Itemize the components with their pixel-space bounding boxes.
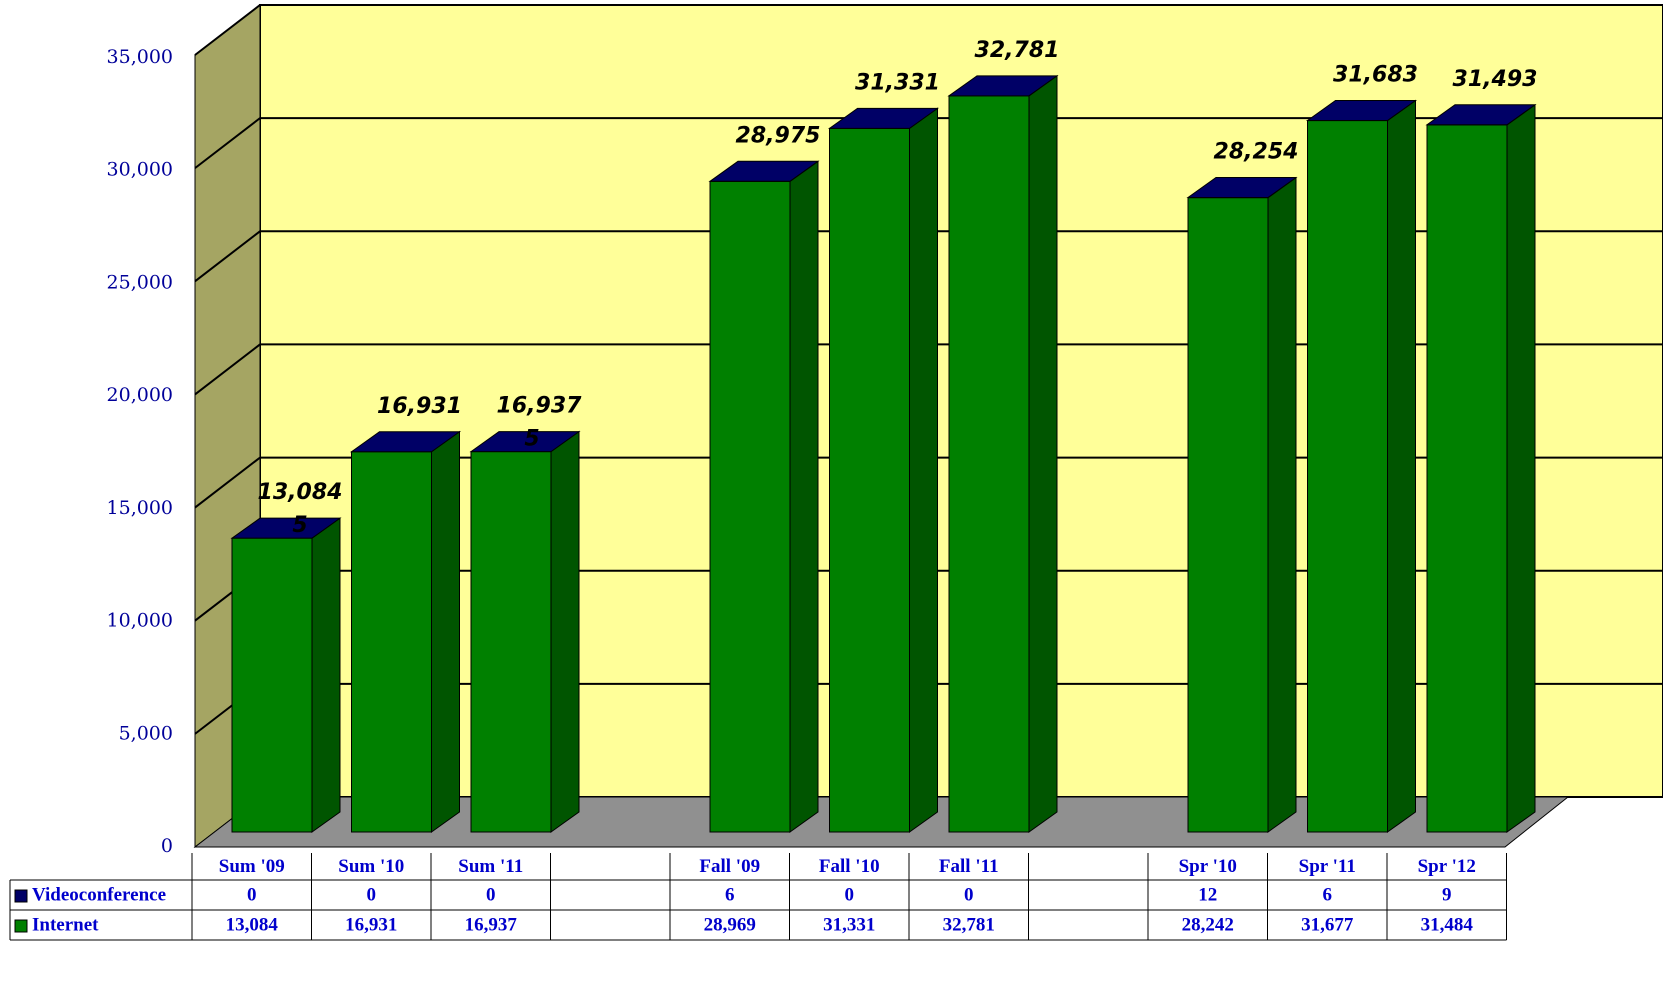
table-value: 0 [845,884,855,905]
table-value: 28,969 [704,914,756,935]
legend-swatch [14,889,28,903]
total-label: 16,931 [377,394,462,419]
bar-top [349,431,462,453]
bar-top [469,431,581,453]
bar-side [1267,176,1297,833]
bar-side [431,430,460,833]
table-value: 13,084 [226,914,279,935]
bar-top [1305,99,1418,121]
y-tick-label: 0 [161,835,173,857]
table-value: 6 [1323,884,1333,905]
bar-side [789,160,819,833]
table-value: 6 [725,884,735,905]
x-tick-label: Sum '10 [338,856,404,877]
bar-top [827,107,940,129]
x-tick-label: Fall '10 [819,856,880,877]
bar-side [1387,99,1416,833]
x-tick-label: Fall '09 [699,856,760,877]
total-label: 13,084 [258,480,343,505]
bar-side [1506,103,1536,833]
total-label: 28,975 [736,123,821,148]
total-label: 32,781 [975,38,1060,63]
bar-side [1028,74,1058,833]
y-tick-label: 35,000 [107,46,173,68]
bar-side [311,517,341,833]
bar [1307,120,1388,833]
x-tick-label: Sum '09 [219,856,285,877]
total-label: 31,683 [1333,62,1418,87]
bar-top [1186,176,1298,198]
bar [351,451,432,833]
table-value: 32,781 [943,914,995,935]
table-value: 9 [1442,884,1452,905]
table-value: 16,931 [345,914,397,935]
table-value: 31,484 [1421,914,1474,935]
x-tick-label: Spr '10 [1179,856,1237,877]
y-tick-label: 25,000 [107,271,173,293]
table-value: 16,937 [465,914,518,935]
total-label: 16,937 [497,394,583,419]
bar-top [1425,104,1537,126]
y-tick-label: 20,000 [107,384,173,406]
annotation: 5 [292,513,307,538]
legend-label: Internet [32,914,99,935]
bar [709,180,791,833]
y-tick-label: 15,000 [107,497,173,519]
bar-side [909,107,938,833]
total-label: 28,254 [1214,139,1299,164]
table-value: 0 [964,884,974,905]
total-label: 31,493 [1453,67,1538,92]
table-value: 31,677 [1301,914,1354,935]
grid-line [194,117,1663,169]
legend-label: Videoconference [32,884,166,905]
bar [231,537,313,833]
bar [470,451,552,833]
table-value: 31,331 [823,914,875,935]
bar [948,95,1030,833]
bar-top [708,160,820,182]
y-tick-label: 30,000 [107,159,173,181]
annotation: 5 [524,427,539,452]
x-tick-label: Fall '11 [939,856,999,877]
bar-side [550,430,580,833]
table-value: 0 [247,884,257,905]
bar [1187,197,1269,833]
table-value: 28,242 [1182,914,1234,935]
table-value: 0 [486,884,496,905]
table-value: 12 [1198,884,1217,905]
x-tick-label: Sum '11 [458,856,523,877]
x-tick-label: Spr '12 [1418,856,1476,877]
table-value: 0 [367,884,377,905]
x-tick-label: Spr '11 [1299,856,1356,877]
bar-top [947,75,1059,97]
y-tick-label: 5,000 [119,722,173,744]
bar-top [230,517,342,539]
bar [829,127,910,833]
legend-swatch [14,919,28,933]
bar [1426,124,1508,833]
grid-line [194,4,1663,56]
total-label: 31,331 [855,70,940,95]
y-tick-label: 10,000 [107,610,173,632]
